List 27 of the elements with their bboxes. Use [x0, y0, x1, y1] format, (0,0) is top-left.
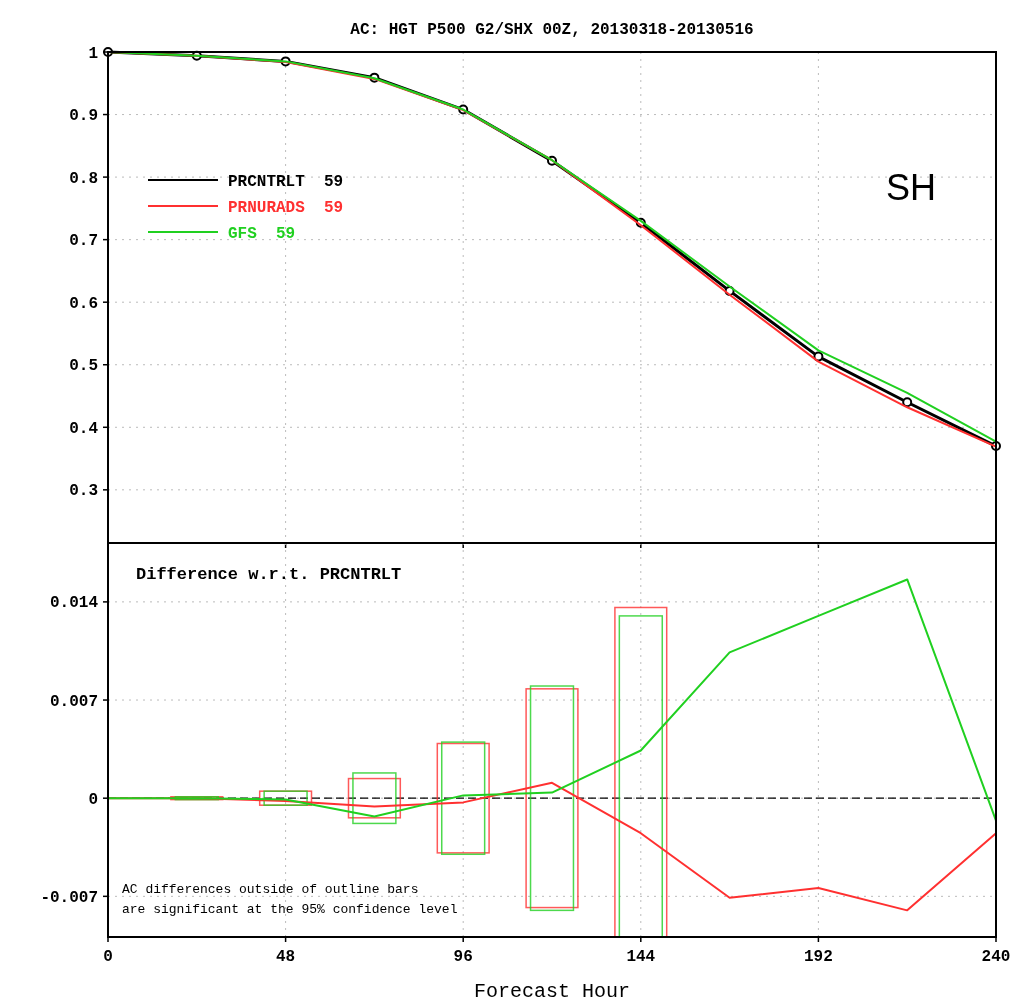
y-tick-label: 0.7	[69, 232, 98, 251]
annotation: SH	[885, 167, 936, 208]
y-tick-label: 0.3	[69, 482, 98, 501]
y-tick-label: 1	[88, 44, 98, 63]
x-tick-label: 192	[803, 948, 833, 966]
x-tick-label: 48	[276, 948, 296, 966]
y-tick-label: 0.9	[69, 107, 98, 126]
x-axis-title: Forecast Hour	[473, 980, 631, 1000]
x-tick-label: 240	[981, 948, 1011, 966]
y-tick-label: 0.4	[69, 419, 99, 438]
chart-title: AC: HGT P500 G2/SHX 00Z, 20130318-20130516	[350, 21, 754, 39]
annotation: are significant at the 95% confidence level	[122, 902, 458, 917]
legend-label: PRNURADS 59	[228, 198, 344, 217]
annotation: AC differences outside of outline bars	[122, 882, 419, 897]
y-tick-label: 0.5	[69, 357, 98, 376]
x-tick-label: 0	[103, 948, 113, 966]
y-tick-label: -0.007	[40, 888, 98, 907]
annotation: Difference w.r.t. PRCNTRLT	[136, 565, 402, 584]
legend-label: PRCNTRLT 59	[228, 172, 344, 191]
x-tick-label: 144	[626, 948, 656, 966]
y-tick-label: 0.8	[69, 169, 98, 188]
y-tick-label: 0.014	[49, 594, 99, 613]
legend-label: GFS 59	[228, 224, 296, 243]
y-tick-label: 0	[88, 790, 98, 809]
y-tick-label: 0.007	[49, 692, 98, 711]
y-tick-label: 0.6	[69, 294, 98, 313]
x-tick-label: 96	[453, 948, 473, 966]
